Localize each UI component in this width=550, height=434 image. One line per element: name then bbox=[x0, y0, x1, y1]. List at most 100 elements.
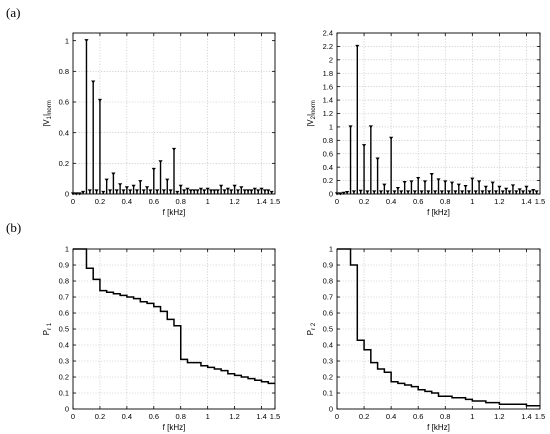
stem-marker bbox=[473, 190, 478, 194]
stem-marker bbox=[202, 189, 207, 193]
stem-marker bbox=[249, 189, 254, 193]
stem-marker bbox=[514, 190, 519, 194]
stem-marker bbox=[483, 185, 488, 189]
stem-marker bbox=[480, 190, 485, 194]
stem-marker bbox=[419, 190, 424, 194]
y-tick-label: 0.8 bbox=[59, 277, 69, 286]
stem-marker bbox=[242, 189, 247, 193]
y-axis-label-subscript: norm bbox=[47, 100, 53, 114]
x-tick-label: 0.4 bbox=[122, 197, 132, 206]
chart-4: 0 0.2 0.4 0.6 0.8 1 1.2 1.4 1.5 0 0.1 0.2 0.3 0.4 0.5 0… bbox=[306, 245, 545, 432]
stem-marker bbox=[436, 178, 441, 182]
stem-marker bbox=[355, 44, 360, 48]
y-tick-label: 0.3 bbox=[59, 357, 69, 366]
stem-marker bbox=[138, 180, 143, 184]
plots: 0 0.2 0.4 0.6 0.8 1 1.2 1.4 1.5 0 0.2 0.4 0.6 0.8 1 f [… bbox=[42, 29, 545, 432]
stem-marker bbox=[148, 189, 153, 193]
y-tick-label: 0.7 bbox=[59, 293, 69, 302]
chart-3: 0 0.2 0.4 0.6 0.8 1 1.2 1.4 1.5 0 0.1 0.2 0.3 0.4 0.5 0… bbox=[42, 245, 280, 432]
stem-marker bbox=[212, 189, 217, 193]
stem-marker bbox=[171, 147, 177, 151]
y-tick-label: 0.4 bbox=[59, 128, 69, 137]
stem-marker bbox=[504, 187, 509, 191]
stem-marker bbox=[192, 189, 197, 193]
stem-marker bbox=[144, 186, 150, 190]
stem-marker bbox=[235, 189, 241, 193]
y-axis-label-subscript: 1 bbox=[47, 115, 53, 119]
x-tick-label: 1.2 bbox=[229, 197, 239, 206]
stem-marker bbox=[368, 125, 373, 129]
y-tick-label: 0.6 bbox=[323, 309, 333, 318]
x-tick-label: 1.4 bbox=[521, 412, 531, 421]
stem-marker bbox=[262, 189, 267, 193]
stem-marker bbox=[456, 183, 461, 187]
stem-marker bbox=[269, 190, 274, 194]
y-tick-label: 0 bbox=[329, 405, 333, 414]
x-axis-label: f [kHz] bbox=[163, 208, 186, 217]
stem-marker bbox=[399, 190, 404, 194]
y-axis-label: |V1|norm bbox=[42, 100, 53, 127]
y-axis-label-subscript: r 2 bbox=[311, 322, 317, 330]
x-tick-label: 1 bbox=[470, 412, 474, 421]
stem-marker bbox=[453, 190, 458, 194]
stem-marker bbox=[84, 39, 89, 43]
tick-marks bbox=[336, 32, 541, 195]
stem-marker bbox=[517, 188, 522, 192]
stem-marker bbox=[205, 187, 210, 191]
x-tick-label: 0.6 bbox=[149, 197, 159, 206]
y-axis-label-text: P bbox=[42, 330, 51, 335]
stem-marker bbox=[389, 136, 394, 140]
x-tick-label: 1.4 bbox=[256, 412, 266, 421]
stem-marker bbox=[81, 190, 86, 194]
y-axis-label-text: P bbox=[306, 330, 315, 335]
stem-marker bbox=[266, 189, 271, 193]
stem-marker bbox=[446, 190, 451, 194]
stem-marker bbox=[402, 180, 407, 184]
y-tick-label: 0.6 bbox=[59, 98, 69, 107]
stem-marker bbox=[412, 190, 417, 194]
step-line bbox=[337, 248, 540, 407]
stem-marker bbox=[382, 183, 387, 187]
y-tick-label: 0.2 bbox=[59, 373, 69, 382]
y-tick-label: 0.1 bbox=[323, 389, 333, 398]
y-tick-label: 1 bbox=[329, 245, 333, 254]
y-tick-label: 1 bbox=[329, 123, 333, 132]
stem-marker bbox=[497, 185, 502, 189]
y-tick-label: 0.3 bbox=[323, 357, 333, 366]
y-tick-label: 1 bbox=[65, 36, 69, 45]
stem-marker bbox=[490, 181, 495, 185]
y-tick-label: 0.5 bbox=[323, 325, 333, 334]
y-tick-label: 0 bbox=[329, 190, 333, 199]
x-tick-label: 1.2 bbox=[494, 197, 504, 206]
stem-marker bbox=[225, 187, 230, 191]
stem-marker bbox=[198, 187, 204, 191]
y-tick-label: 0.9 bbox=[59, 261, 69, 270]
stem-marker bbox=[463, 185, 468, 189]
stem-marker bbox=[259, 187, 264, 191]
stem-marker bbox=[460, 190, 465, 194]
y-axis-label: Pr 2 bbox=[306, 322, 317, 335]
stem-marker bbox=[128, 189, 133, 193]
panel-label-b: (b) bbox=[6, 220, 21, 235]
step-line bbox=[73, 248, 275, 385]
y-axis-label-subscript: r 1 bbox=[47, 322, 53, 330]
y-tick-label: 1.8 bbox=[323, 69, 333, 78]
stem-marker bbox=[165, 178, 170, 182]
stem-marker bbox=[94, 189, 99, 193]
x-tick-label: 0.4 bbox=[386, 412, 396, 421]
y-tick-label: 0.1 bbox=[59, 389, 69, 398]
x-tick-label: 0.6 bbox=[413, 412, 423, 421]
stem-marker bbox=[429, 172, 434, 176]
y-tick-label: 0.5 bbox=[59, 325, 69, 334]
stem-marker bbox=[395, 187, 400, 191]
stem-marker bbox=[531, 189, 536, 193]
stem-marker bbox=[195, 189, 200, 193]
stem-marker bbox=[118, 183, 123, 187]
stem-marker bbox=[493, 190, 499, 194]
x-axis-label: f [kHz] bbox=[427, 423, 450, 432]
y-axis-label-subscript: norm bbox=[311, 100, 317, 114]
stem-marker bbox=[487, 190, 492, 194]
stem-marker bbox=[182, 189, 187, 193]
y-axis-label-text: |V bbox=[42, 119, 51, 127]
